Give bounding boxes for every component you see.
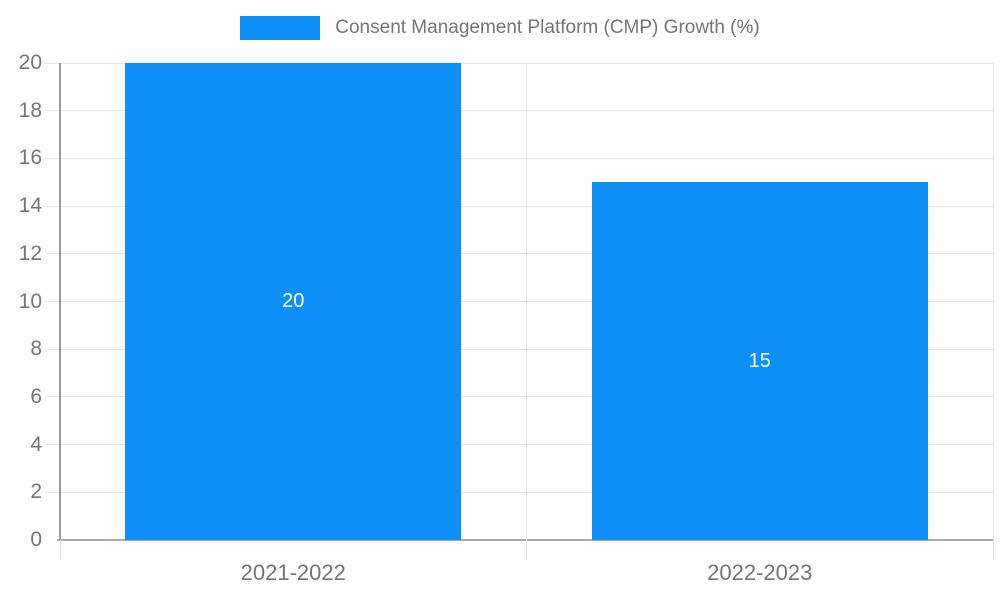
gridline-vertical — [526, 63, 527, 540]
bar-value-label: 15 — [748, 349, 771, 372]
x-axis-baseline — [57, 539, 993, 541]
y-axis-tick-label: 2 — [30, 480, 42, 504]
x-axis-category-label: 2022-2023 — [707, 560, 813, 585]
plot-area: 20 15 — [45, 62, 994, 560]
y-axis-tick-label: 14 — [18, 194, 42, 218]
x-axis-category-label: 2021-2022 — [240, 560, 346, 585]
y-axis-tick-label: 12 — [18, 241, 42, 265]
gridline-horizontal — [45, 396, 993, 398]
y-axis-tick-label: 10 — [18, 289, 42, 313]
y-axis-tick-label: 16 — [18, 146, 42, 170]
gridline-horizontal — [45, 491, 993, 493]
y-axis-tick-label: 20 — [18, 51, 42, 74]
gridline-horizontal — [45, 157, 993, 159]
bar-2021-2022: 20 — [125, 63, 462, 540]
gridline-horizontal — [45, 205, 993, 207]
bar-value-label: 20 — [282, 290, 305, 312]
y-axis-tick-label: 18 — [18, 98, 42, 122]
x-axis-tick — [526, 540, 527, 560]
y-axis-tick-label: 4 — [30, 432, 42, 456]
gridline-vertical — [992, 63, 994, 540]
gridline-horizontal — [45, 110, 993, 112]
legend-label: Consent Management Platform (CMP) Growth… — [335, 17, 760, 38]
y-axis-line — [59, 63, 61, 540]
gridline-horizontal — [45, 301, 993, 302]
bar-2022-2023: 15 — [591, 182, 928, 540]
legend-swatch-icon — [240, 16, 321, 40]
gridline-horizontal — [45, 62, 993, 64]
chart-legend: Consent Management Platform (CMP) Growth… — [0, 16, 1000, 40]
x-axis-tick — [992, 540, 994, 560]
x-axis-tick — [59, 540, 61, 560]
gridline-horizontal — [45, 253, 993, 255]
gridline-horizontal — [45, 444, 993, 446]
gridline-horizontal — [45, 348, 993, 350]
y-axis-tick-label: 6 — [30, 384, 42, 408]
y-axis-tick-label: 0 — [30, 528, 42, 551]
y-axis-tick-label: 8 — [30, 337, 42, 361]
